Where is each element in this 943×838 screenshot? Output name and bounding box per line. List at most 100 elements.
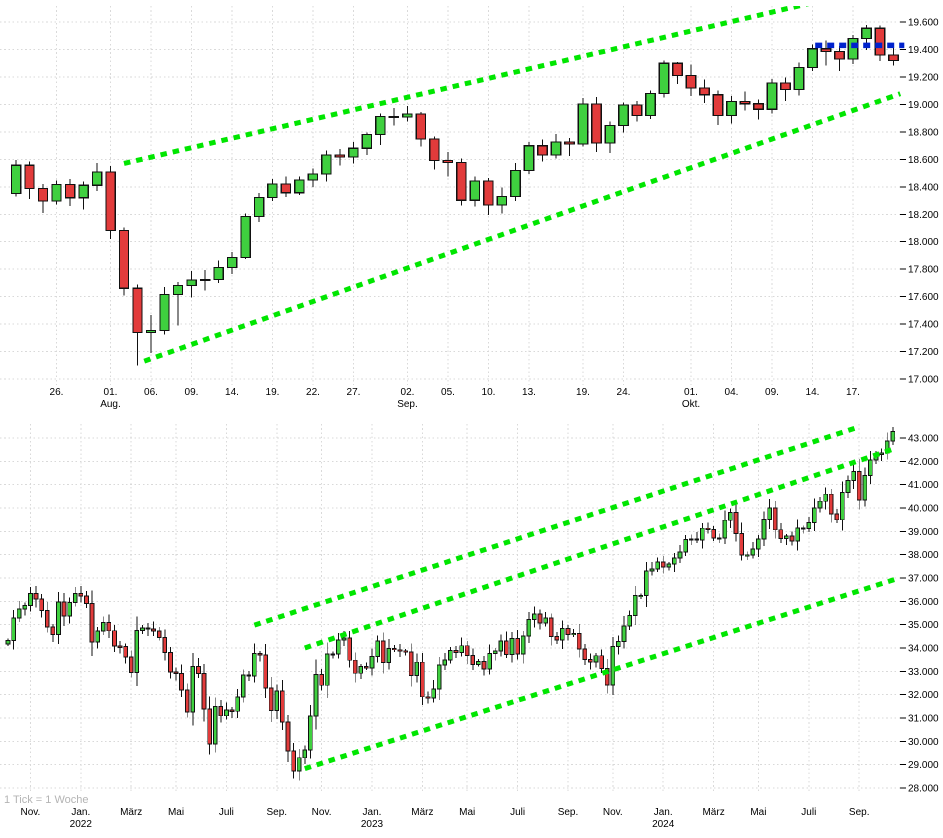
candle [862,475,868,501]
candle [700,527,705,541]
candle [280,183,292,194]
candle [537,613,543,624]
candle [728,512,733,521]
candle [252,653,257,677]
candle [868,459,873,476]
candle [820,48,832,53]
candle [851,471,856,482]
candle [655,561,660,570]
candle [509,638,515,655]
candle [548,617,554,637]
candle [134,629,140,674]
candle [847,37,859,60]
candle [118,229,130,289]
candle [560,628,565,641]
candle [660,561,666,568]
price-tick-label: 18.200 [908,210,939,221]
candle [235,696,240,712]
candle [117,645,123,648]
candle [564,141,575,145]
price-tick-label: 19.000 [908,100,939,111]
candle [672,557,677,565]
date-tick-label: Mai [459,807,475,818]
date-tick-label: März [120,807,142,818]
candle [834,50,845,60]
candle [523,145,535,172]
candle [772,507,778,531]
candle [172,285,184,296]
date-tick-label: 14. [806,387,820,398]
candle [186,279,197,287]
time-axis: 26. 01.Aug.06. 09. 14. 19. 22. 27. 02.Sep.05. 10… [50,387,860,410]
candle [145,627,151,630]
candle [213,266,224,280]
candle [631,104,643,117]
candle [22,605,28,610]
price-tick-label: 41.000 [908,480,939,491]
candle [470,655,476,665]
candle [716,537,722,540]
candle [456,162,467,201]
candle [28,593,33,607]
candle [67,602,72,617]
candle [386,648,392,664]
date-tick-label: März [702,807,724,818]
date-tick-sublabel: 2023 [361,819,384,830]
candle [294,179,305,194]
trend-line [143,91,902,364]
candle [879,452,884,455]
candle [565,628,571,635]
candle [179,673,184,691]
candle [106,622,112,632]
date-tick-label: Sep. [558,807,579,818]
candle [550,141,562,156]
candle [705,527,711,530]
candle [621,625,627,642]
candle [711,528,716,539]
price-tick-label: 36.000 [908,597,939,608]
candles [10,24,899,366]
candle [766,82,778,110]
candle [571,633,576,636]
candle [380,640,386,664]
candle [37,188,49,202]
candle [100,622,106,632]
candle [173,671,179,675]
candle [240,674,246,698]
date-tick-label: 22. [306,387,320,398]
candle [672,62,683,77]
candle [744,554,750,557]
candle [196,665,201,675]
candle [24,164,35,190]
price-tick-label: 17.000 [908,375,939,386]
candle [429,138,440,162]
top-chart-svg: 19.600 19.400 19.200 19.000 18.800 18.600 18.4… [0,6,939,410]
candle [476,660,481,665]
date-tick-label: 09. [185,387,199,398]
candle [722,519,728,539]
candle [812,507,817,524]
candle [302,749,308,759]
date-tick-label: 09. [765,387,779,398]
trend-line [123,6,810,166]
date-tick-label: 05. [441,387,455,398]
candle [201,673,207,710]
candle [515,638,520,655]
candle [481,660,487,670]
date-tick-label: 01. [684,387,698,398]
candle [159,294,170,331]
date-tick-label: Nov. [20,807,40,818]
candle [246,674,252,677]
trendlines [253,424,897,772]
candle [375,640,380,658]
price-tick-label: 38.000 [908,550,939,561]
candle [341,637,347,641]
candle [240,216,251,259]
date-tick-sublabel: Okt. [682,399,700,410]
candle [666,563,672,568]
candle [224,709,229,717]
candle [694,538,700,541]
trend-line [303,445,897,651]
candle [537,145,548,156]
